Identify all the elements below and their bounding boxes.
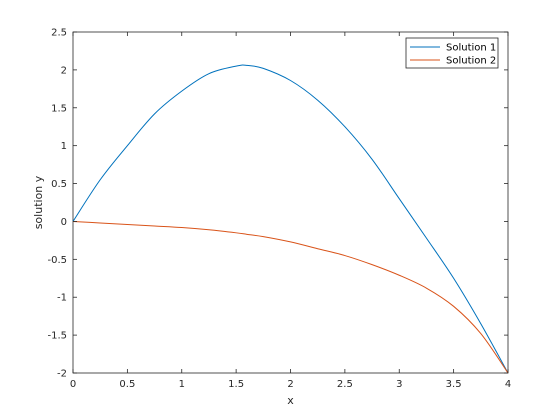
legend-label-solution-1: Solution 1: [446, 43, 496, 54]
x-tick-label: 2.5: [337, 379, 353, 390]
x-tick-label: 0.5: [119, 379, 135, 390]
y-axis-label: solution y: [32, 175, 45, 229]
x-tick-label: 3: [396, 379, 402, 390]
series-line-solution-1: [72, 64, 509, 374]
x-axis-label: x: [287, 394, 294, 407]
y-tick-label: 2: [61, 65, 67, 76]
legend-label-solution-2: Solution 2: [446, 56, 496, 67]
x-tick-label: 4: [505, 379, 511, 390]
y-tick-label: 1: [61, 141, 67, 152]
legend-box: [405, 37, 499, 69]
series-line-solution-2: [72, 220, 509, 374]
y-tick-label: -0.5: [47, 255, 67, 266]
y-tick-label: -2: [57, 369, 67, 380]
plot-area: [72, 31, 509, 374]
y-tick-label: 0.5: [51, 179, 67, 190]
legend: Solution 1 Solution 2: [405, 37, 499, 69]
y-tick-label: -1: [57, 293, 67, 304]
x-tick-label: 3.5: [446, 379, 462, 390]
y-tick-label: 0: [61, 217, 67, 228]
y-tick-label: 2.5: [51, 28, 67, 39]
x-tick-label: 0: [70, 379, 76, 390]
y-tick-label: 1.5: [51, 103, 67, 114]
tick-layer: 0 0.5 1 1.5 2 2.5 3 3.5 4 -2 -1.5 -1 -0.5 0 0.5 1 1.5 2 2.…: [47, 28, 511, 391]
x-tick-label: 1.5: [228, 379, 244, 390]
y-tick-label: -1.5: [47, 331, 67, 342]
x-tick-label: 2: [287, 379, 293, 390]
x-tick-label: 1: [179, 379, 185, 390]
series-layer: [72, 64, 509, 374]
